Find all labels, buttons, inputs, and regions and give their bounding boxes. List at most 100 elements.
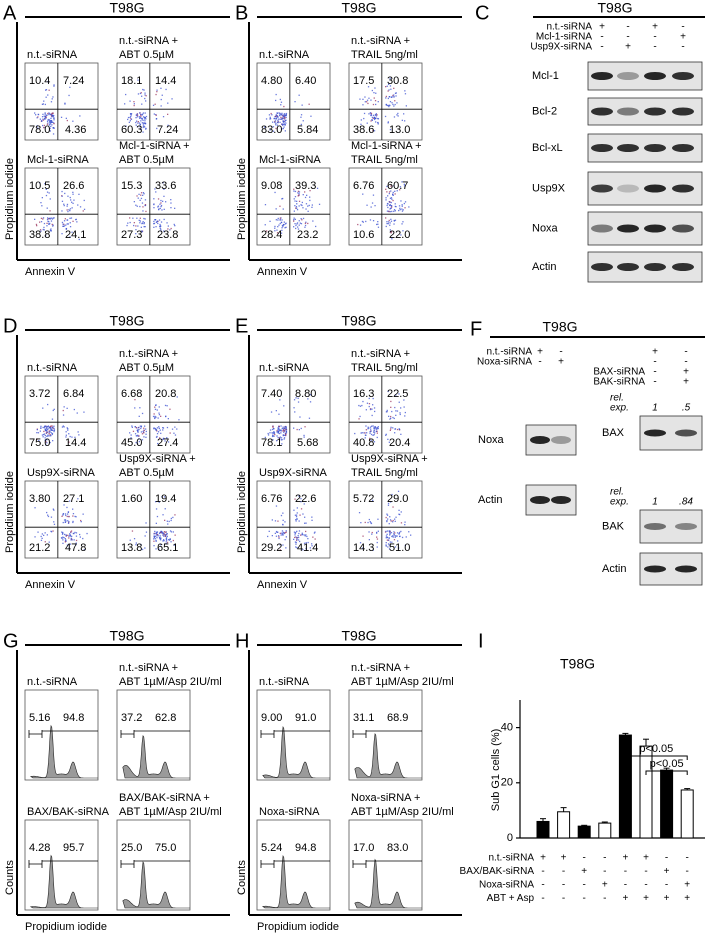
event-dot [159,203,161,205]
band [617,72,639,80]
event-dot [166,535,168,537]
event-dot [159,535,161,537]
event-dot [394,520,396,522]
event-dot [388,548,391,550]
event-dot [64,538,66,540]
event-dot [154,530,156,533]
event-dot [49,441,51,444]
event-dot [373,116,375,118]
event-dot [163,208,165,210]
event-dot [272,426,274,428]
event-dot [293,190,295,192]
event-dot [396,102,398,104]
event-dot [298,205,300,207]
event-dot [159,225,161,228]
x-axis-label: Propidium iodide [257,921,339,933]
event-dot [143,89,145,91]
event-dot [73,199,75,201]
event-dot [401,208,403,210]
event-dot [358,418,360,420]
event-dot [374,117,376,119]
event-dot [269,118,272,120]
event-dot [50,125,52,128]
event-dot [392,194,394,196]
condition-sign: - [686,866,689,877]
event-dot [36,225,38,227]
event-dot [387,438,389,440]
event-dot [49,217,51,219]
event-dot [140,431,143,433]
plot-label: BAX/BAK-siRNA [27,806,110,818]
event-dot [166,437,168,439]
event-dot [366,99,369,101]
event-dot [48,221,50,223]
event-dot [160,432,162,434]
event-dot [129,539,131,541]
event-dot [293,407,295,409]
event-dot [301,219,303,221]
event-dot [305,530,307,533]
event-dot [370,433,373,436]
event-dot [373,130,376,132]
event-dot [144,204,147,206]
event-dot [144,547,146,549]
event-dot [315,225,317,228]
event-dot [44,434,46,437]
event-dot [273,435,275,437]
event-dot [388,210,390,213]
condition-sign: + [622,853,628,864]
event-dot [360,432,362,434]
event-dot [283,118,285,120]
event-dot [138,415,140,417]
event-dot [361,220,364,223]
event-dot [389,531,391,533]
event-dot [304,226,306,228]
event-dot [62,414,65,416]
event-dot [154,219,156,221]
event-dot [303,434,305,437]
event-dot [280,116,282,119]
event-dot [156,433,159,435]
event-dot [277,430,280,432]
event-dot [278,425,280,427]
event-dot [124,103,126,105]
gate-value: 31.1 [353,712,374,724]
event-dot [131,530,134,532]
event-dot [364,521,366,524]
event-dot [293,220,295,222]
event-dot [275,505,278,507]
event-dot [38,440,40,442]
event-dot [372,103,375,106]
event-dot [50,531,53,533]
event-dot [45,188,47,190]
event-dot [159,531,161,534]
quadrant-value: 15.3 [121,180,142,192]
event-dot [376,532,378,534]
event-dot [155,191,157,193]
gate-value: 75.0 [155,842,176,854]
event-dot [296,209,299,211]
event-dot [153,535,155,537]
event-dot [73,408,75,411]
event-dot [294,534,296,536]
event-dot [144,112,146,114]
y-axis-label: Propidium iodide [4,471,16,553]
condition-sign: - [541,893,544,904]
event-dot [394,219,397,221]
event-dot [285,531,287,533]
event-dot [277,217,279,220]
condition-sign: + [664,893,670,904]
event-dot [362,547,364,549]
event-dot [155,114,157,116]
event-dot [393,539,396,541]
event-dot [401,223,403,225]
event-dot [385,544,387,546]
event-dot [173,432,175,434]
event-dot [278,437,281,439]
event-dot [389,532,391,534]
event-dot [45,114,47,116]
event-dot [162,514,164,516]
quadrant-value: 14.3 [353,542,374,554]
event-dot [154,535,156,538]
event-dot [70,531,72,533]
